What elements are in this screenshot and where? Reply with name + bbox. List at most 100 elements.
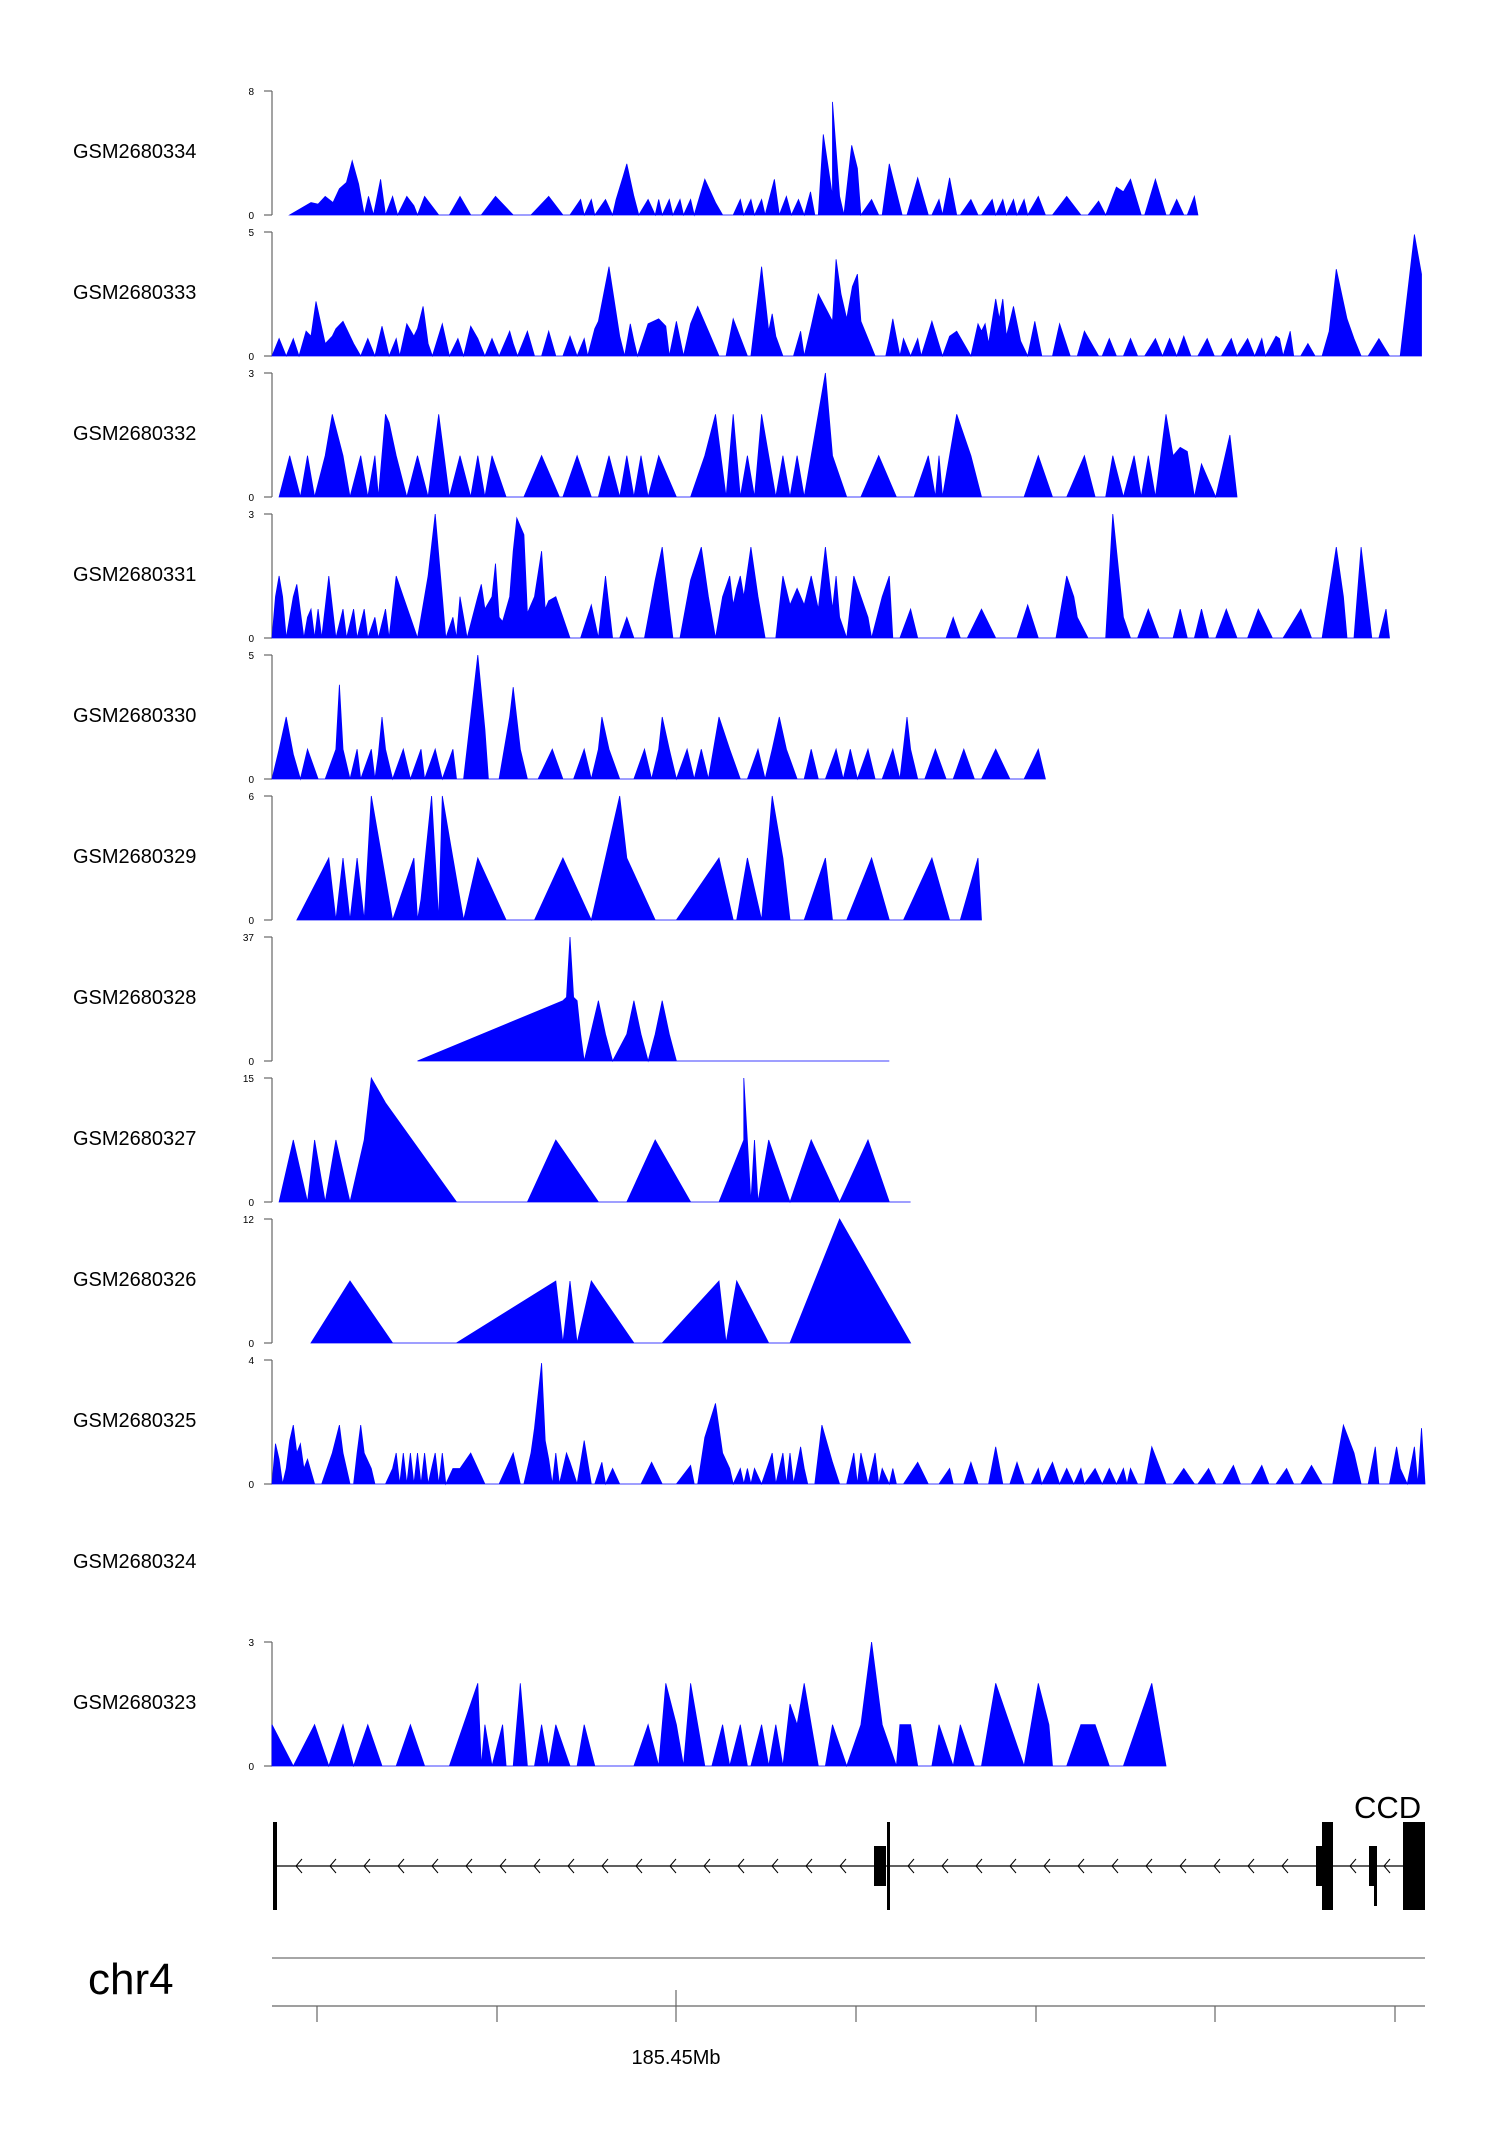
strand-arrow — [397, 1858, 405, 1874]
y-tick-label: 15 — [243, 1074, 255, 1085]
y-tick-label: 4 — [248, 1356, 254, 1367]
track-label: GSM2680332 — [73, 423, 196, 445]
strand-arrow — [1383, 1858, 1391, 1874]
strand-arrow — [1043, 1858, 1051, 1874]
strand-arrow — [839, 1858, 847, 1874]
track: GSM2680334 8 0 — [73, 87, 1199, 222]
signal-area — [271, 1363, 1426, 1486]
track: GSM2680328 37 0 — [73, 933, 890, 1068]
y-tick-label: 0 — [248, 1339, 254, 1350]
y-tick-label: 5 — [248, 228, 254, 239]
track-label: GSM2680324 — [73, 1551, 196, 1573]
track-label: GSM2680327 — [73, 1128, 196, 1150]
strand-arrow — [1247, 1858, 1255, 1874]
track-label: GSM2680325 — [73, 1410, 196, 1432]
signal-area — [271, 1641, 1167, 1768]
y-tick-label: 0 — [248, 352, 254, 363]
y-tick-label: 0 — [248, 1480, 254, 1491]
strand-arrow — [533, 1858, 541, 1874]
strand-arrow — [1111, 1858, 1119, 1874]
strand-arrow — [499, 1858, 507, 1874]
signal-area — [278, 1076, 911, 1204]
y-tick-label: 3 — [248, 510, 254, 521]
strand-arrow — [669, 1858, 677, 1874]
y-tick-label: 37 — [243, 933, 255, 944]
strand-arrow — [635, 1858, 643, 1874]
track-label: GSM2680328 — [73, 987, 196, 1009]
exon — [273, 1822, 277, 1910]
genome-axis: chr4 185.45Mb — [88, 1955, 1425, 2069]
track-label: GSM2680334 — [73, 141, 196, 163]
track-label: GSM2680330 — [73, 705, 196, 727]
strand-arrow — [1349, 1858, 1357, 1874]
y-tick-label: 0 — [248, 634, 254, 645]
y-tick-label: 0 — [248, 775, 254, 786]
strand-arrow — [805, 1858, 813, 1874]
exon — [1369, 1846, 1374, 1886]
y-tick-label: 8 — [248, 87, 254, 98]
axis-position-label: 185.45Mb — [632, 2047, 721, 2069]
strand-arrow — [1145, 1858, 1153, 1874]
strand-arrow — [1213, 1858, 1221, 1874]
exon — [1316, 1846, 1322, 1886]
strand-arrow — [329, 1858, 337, 1874]
track: GSM2680327 15 0 — [73, 1074, 911, 1209]
signal-tracks: GSM268033480GSM268033350GSM268033230GSM2… — [73, 87, 1426, 1773]
strand-arrow — [465, 1858, 473, 1874]
track: GSM2680332 3 0 — [73, 369, 1238, 504]
strand-arrow — [771, 1858, 779, 1874]
strand-arrow — [295, 1858, 303, 1874]
chromosome-label: chr4 — [88, 1955, 174, 2004]
gene-track: CCD — [273, 1790, 1425, 1910]
signal-area — [271, 654, 1046, 781]
track: GSM2680324 — [73, 1551, 196, 1573]
y-tick-label: 0 — [248, 1762, 254, 1773]
y-tick-label: 0 — [248, 1057, 254, 1068]
y-tick-label: 0 — [248, 1198, 254, 1209]
exon — [887, 1822, 890, 1910]
strand-arrow — [703, 1858, 711, 1874]
track: GSM2680325 4 0 — [73, 1356, 1426, 1491]
strand-arrow — [601, 1858, 609, 1874]
exon — [1403, 1822, 1425, 1910]
y-tick-label: 12 — [243, 1215, 255, 1226]
signal-area — [288, 101, 1199, 217]
strand-arrow — [737, 1858, 745, 1874]
track: GSM2680329 6 0 — [73, 792, 982, 927]
track-label: GSM2680329 — [73, 846, 196, 868]
signal-area — [271, 513, 1390, 639]
track-label: GSM2680333 — [73, 282, 196, 304]
gene-label: CCD — [1354, 1790, 1421, 1825]
track-label: GSM2680323 — [73, 1692, 196, 1714]
signal-area — [296, 795, 982, 922]
strand-arrow — [1179, 1858, 1187, 1874]
strand-arrow — [975, 1858, 983, 1874]
strand-arrow — [431, 1858, 439, 1874]
strand-arrow — [907, 1858, 915, 1874]
strand-arrow — [1281, 1858, 1289, 1874]
y-tick-label: 0 — [248, 211, 254, 222]
signal-area — [417, 936, 890, 1063]
y-tick-label: 0 — [248, 493, 254, 504]
signal-area — [271, 234, 1422, 358]
y-tick-label: 5 — [248, 651, 254, 662]
track-label: GSM2680326 — [73, 1269, 196, 1291]
strand-arrow — [567, 1858, 575, 1874]
track: GSM2680333 5 0 — [73, 228, 1422, 363]
y-tick-label: 3 — [248, 1638, 254, 1649]
y-tick-label: 3 — [248, 369, 254, 380]
exon — [874, 1846, 886, 1886]
y-tick-label: 0 — [248, 916, 254, 927]
exon — [1322, 1822, 1333, 1910]
track: GSM2680331 3 0 — [73, 510, 1390, 645]
strand-arrows — [295, 1858, 1391, 1874]
track: GSM2680326 12 0 — [73, 1215, 912, 1350]
signal-area — [278, 372, 1238, 499]
strand-arrow — [941, 1858, 949, 1874]
strand-arrow — [363, 1858, 371, 1874]
y-tick-label: 6 — [248, 792, 254, 803]
strand-arrow — [1077, 1858, 1085, 1874]
track: GSM2680323 3 0 — [73, 1638, 1167, 1773]
track: GSM2680330 5 0 — [73, 651, 1046, 786]
